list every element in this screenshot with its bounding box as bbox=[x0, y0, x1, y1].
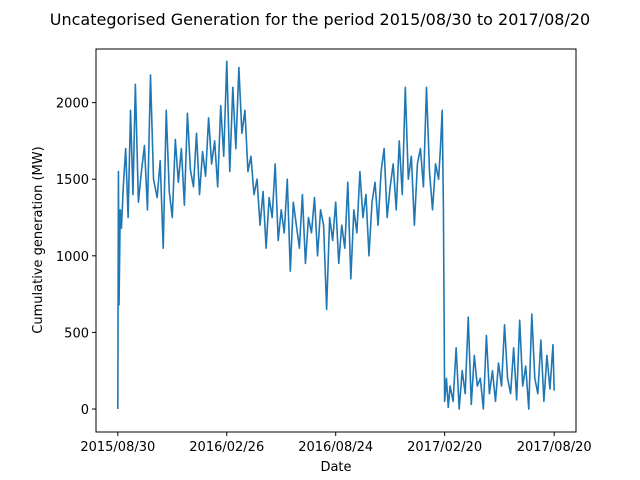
x-tick-label: 2015/08/30 bbox=[80, 440, 155, 455]
x-tick-label: 2016/08/24 bbox=[298, 440, 373, 455]
chart-title: Uncategorised Generation for the period … bbox=[50, 10, 590, 29]
series-line-0 bbox=[117, 60, 555, 410]
x-tick-label: 2017/08/20 bbox=[517, 440, 592, 455]
y-axis-label: Cumulative generation (MW) bbox=[31, 146, 46, 333]
x-tick-label: 2016/02/26 bbox=[189, 440, 264, 455]
y-axis-ticks: 0 500 1000 1500 2000 bbox=[56, 97, 96, 418]
y-tick-label: 1500 bbox=[56, 173, 89, 188]
y-tick-label: 0 bbox=[81, 403, 89, 418]
x-tick-label: 2017/02/20 bbox=[407, 440, 482, 455]
x-axis-ticks: 2015/08/30 2016/02/26 2016/08/24 2017/02/20… bbox=[80, 432, 592, 455]
x-axis-label: Date bbox=[320, 460, 351, 475]
plot-area bbox=[117, 60, 555, 410]
y-tick-label: 1000 bbox=[56, 250, 89, 265]
y-tick-label: 500 bbox=[64, 326, 89, 341]
y-tick-label: 2000 bbox=[56, 97, 89, 112]
